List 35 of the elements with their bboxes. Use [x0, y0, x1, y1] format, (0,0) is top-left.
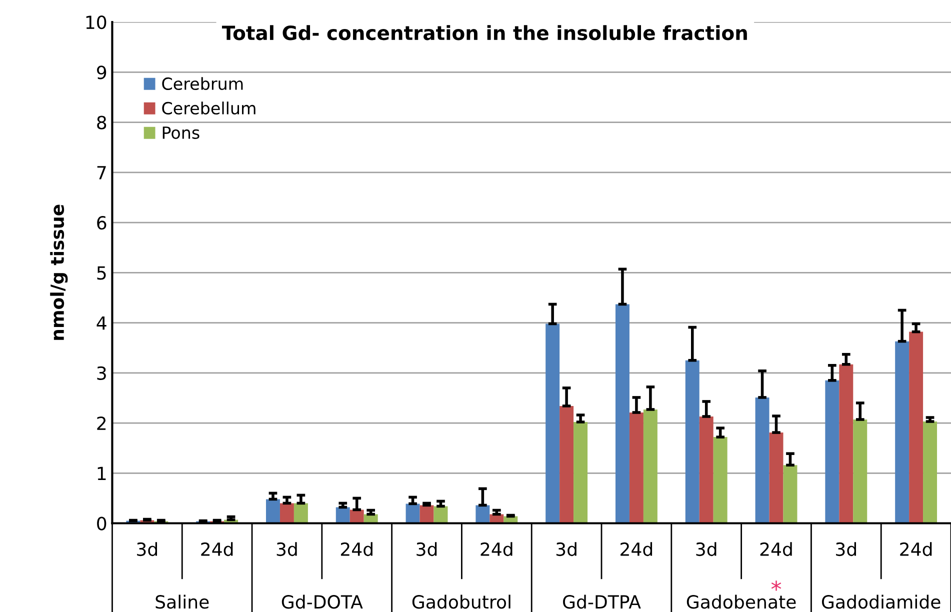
x-tick-label: 3d: [836, 542, 856, 556]
text: Gd-DOTA: [282, 594, 363, 609]
text: Gadobutrol: [412, 594, 510, 609]
y-tick-label: 2: [97, 416, 106, 430]
y-tick-label: 0: [97, 516, 106, 530]
text: Gd-DTPA: [563, 594, 641, 609]
y-tick-label: 3: [97, 366, 106, 380]
y-tick-label: 9: [97, 66, 106, 80]
x-tick-label: 24d: [760, 542, 792, 556]
x-tick-label: 3d: [137, 542, 157, 556]
x-tick-label: 24d: [201, 542, 233, 556]
y-axis-title: nmol/g tissue: [50, 204, 68, 340]
text: Saline: [156, 594, 209, 609]
legend-label: Pons: [162, 126, 200, 139]
x-tick-label: 3d: [416, 542, 437, 556]
y-tick-label: 7: [97, 166, 106, 180]
x-tick-label: 24d: [900, 542, 932, 556]
legend-label: Cerebellum: [162, 102, 256, 114]
y-tick-label: 10: [86, 15, 106, 30]
x-tick-label: 24d: [480, 542, 512, 556]
x-tick-label: 24d: [340, 542, 372, 556]
y-tick-label: 5: [97, 266, 106, 280]
y-tick-label: 1: [98, 466, 106, 480]
text: Gadodiamide: [822, 594, 940, 609]
y-tick-label: 6: [97, 216, 106, 230]
y-tick-label: 8: [97, 116, 106, 130]
chart-title: Total Gd- concentration in the insoluble fraction: [222, 25, 747, 40]
y-tick-label: 4: [96, 316, 106, 330]
legend-label: Cerebrum: [162, 77, 243, 90]
text: Gadobenate: [686, 594, 796, 609]
x-tick-label: 3d: [276, 542, 297, 556]
x-tick-label: 3d: [556, 542, 576, 556]
x-tick-label: 24d: [620, 542, 652, 556]
text: *: [771, 580, 782, 591]
x-tick-label: 3d: [696, 542, 716, 556]
